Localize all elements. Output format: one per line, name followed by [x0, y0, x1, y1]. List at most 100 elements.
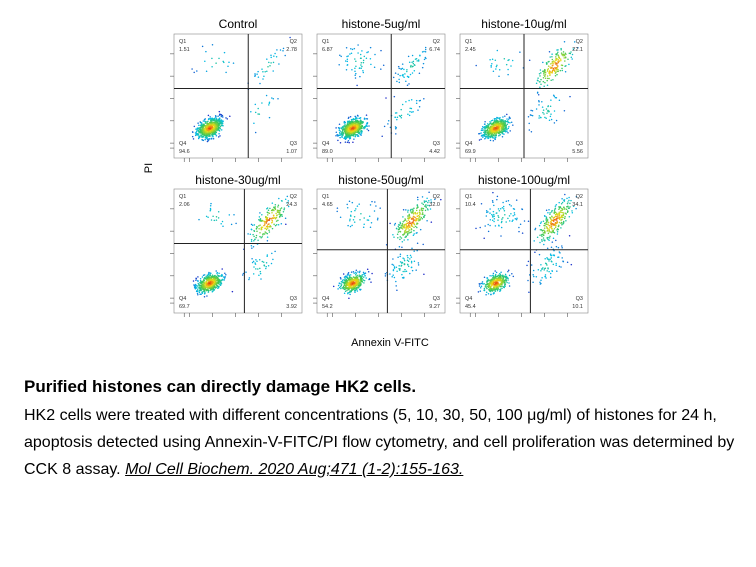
- event-dot: [491, 134, 494, 136]
- event-dot: [540, 83, 542, 85]
- event-dot: [360, 212, 362, 215]
- event-dot: [264, 223, 266, 226]
- event-dot: [346, 141, 349, 144]
- event-dot: [406, 225, 409, 228]
- event-dot: [555, 204, 558, 206]
- event-dot: [551, 269, 553, 272]
- event-dot: [266, 225, 269, 228]
- event-dot: [344, 138, 347, 141]
- event-dot: [365, 277, 367, 279]
- event-dot: [215, 270, 217, 272]
- event-dot: [537, 77, 539, 79]
- event-dot: [213, 123, 215, 126]
- event-dot: [502, 217, 504, 219]
- event-dot: [487, 293, 490, 295]
- event-dot: [493, 133, 495, 135]
- event-dot: [411, 269, 414, 272]
- event-dot: [213, 285, 216, 288]
- event-dot: [440, 198, 442, 201]
- event-dot: [266, 255, 268, 258]
- quadrant-label: Q3: [433, 141, 440, 147]
- event-dot: [362, 61, 365, 64]
- event-dot: [338, 286, 341, 289]
- event-dot: [351, 224, 353, 227]
- quadrant-value: 2.45: [465, 47, 476, 53]
- event-dot: [408, 83, 410, 85]
- event-dot: [491, 288, 494, 290]
- event-dot: [497, 286, 499, 288]
- event-dot: [501, 123, 504, 125]
- event-dot: [284, 217, 287, 220]
- event-dot: [495, 131, 498, 134]
- event-dot: [359, 128, 361, 130]
- event-dot: [266, 58, 268, 60]
- event-dot: [545, 209, 548, 211]
- event-dot: [527, 260, 530, 263]
- event-dot: [412, 220, 415, 222]
- event-dot: [260, 220, 263, 222]
- event-dot: [223, 51, 226, 54]
- event-dot: [497, 276, 500, 279]
- event-dot: [211, 133, 213, 135]
- event-dot: [415, 102, 418, 105]
- event-dot: [499, 285, 502, 288]
- event-dot: [204, 121, 207, 123]
- event-dot: [425, 204, 427, 206]
- event-dot: [201, 292, 204, 294]
- event-dot: [547, 211, 549, 214]
- event-dot: [252, 273, 255, 275]
- event-dot: [272, 217, 275, 220]
- event-dot: [342, 133, 344, 135]
- event-dot: [355, 117, 357, 119]
- event-dot: [412, 215, 415, 218]
- event-dot: [551, 62, 553, 64]
- event-dot: [565, 208, 568, 211]
- event-dot: [556, 64, 558, 66]
- quadrant-value: 5.56: [572, 149, 583, 155]
- quadrant-label: Q1: [322, 194, 329, 200]
- event-dot: [265, 222, 267, 224]
- event-dot: [404, 73, 406, 75]
- event-dot: [535, 108, 538, 110]
- event-dot: [408, 114, 411, 117]
- axis-ticks: [313, 53, 425, 162]
- event-dot: [559, 58, 562, 60]
- event-dot: [409, 258, 411, 260]
- event-dot: [405, 224, 408, 226]
- event-dot: [503, 210, 506, 212]
- event-dot: [407, 230, 410, 232]
- event-dot: [357, 44, 359, 46]
- event-dot: [195, 284, 198, 287]
- event-dot: [401, 240, 404, 243]
- event-dot: [280, 222, 283, 225]
- event-dot: [412, 60, 415, 63]
- quadrant-value: 2.78: [286, 47, 297, 53]
- event-dot: [409, 254, 412, 257]
- event-dot: [257, 239, 259, 242]
- event-dot: [561, 67, 563, 70]
- event-dot: [349, 219, 351, 222]
- event-dot: [195, 279, 197, 281]
- event-dot: [229, 115, 231, 118]
- event-dot: [385, 97, 387, 99]
- event-dot: [254, 111, 257, 114]
- event-dot: [197, 287, 199, 289]
- event-dot: [554, 226, 557, 228]
- event-dot: [502, 208, 505, 210]
- event-dot: [208, 280, 210, 283]
- event-dot: [204, 122, 207, 124]
- event-dot: [215, 284, 218, 287]
- event-dot: [256, 73, 258, 75]
- event-dot: [499, 207, 502, 210]
- event-dot: [218, 272, 220, 274]
- event-dot: [399, 222, 402, 225]
- event-dot: [549, 258, 551, 260]
- event-dot: [489, 288, 492, 290]
- event-dot: [406, 227, 408, 229]
- event-dot: [551, 56, 553, 58]
- citation-link[interactable]: Mol Cell Biochem. 2020 Aug;471 (1-2):155…: [125, 461, 464, 478]
- event-dot: [268, 229, 270, 232]
- event-dot: [346, 206, 349, 209]
- event-dot: [539, 241, 541, 244]
